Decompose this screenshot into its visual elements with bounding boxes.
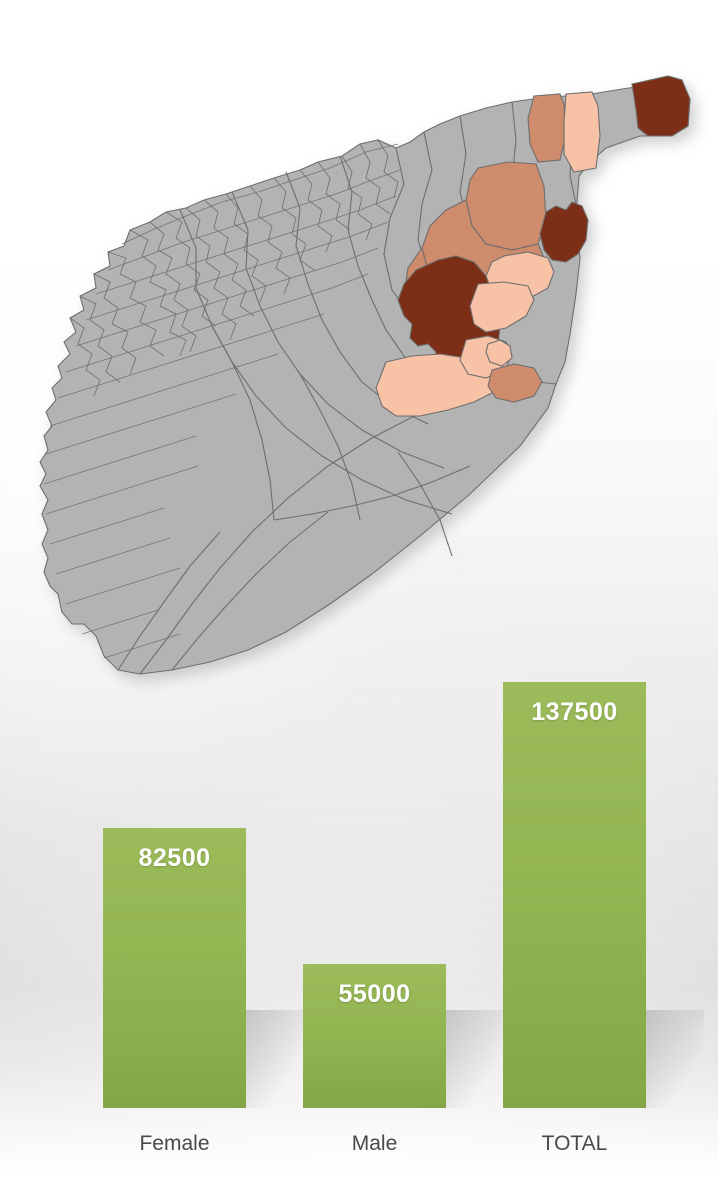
district-highlight-medium-southeast xyxy=(487,363,543,403)
subdistrict-borders-west-cross xyxy=(43,143,401,659)
bar-value-total: 137500 xyxy=(531,698,618,726)
bar-column-male: 55000 Male xyxy=(303,640,504,1179)
bar-label-male: Male xyxy=(351,1132,398,1155)
bar-column-female: 82500 Female xyxy=(103,640,304,1179)
district-highlight-light-north-a xyxy=(563,91,601,173)
bar-female[interactable] xyxy=(103,828,246,1108)
district-highlight-light-sliver xyxy=(485,339,513,367)
subdistrict-borders-west xyxy=(69,139,399,397)
bar-shadow-female xyxy=(246,1010,304,1108)
bar-total[interactable] xyxy=(503,682,646,1108)
country-base-syria xyxy=(39,83,691,675)
district-highlight-dark-ne-corner xyxy=(631,75,691,137)
bar-shadow-total xyxy=(646,1010,704,1108)
map-shape-group xyxy=(39,75,691,675)
bar-male[interactable] xyxy=(303,964,446,1108)
bar-chart: 82500 Female 55000 Male 137500 TOTAL xyxy=(0,640,718,1179)
bar-column-total: 137500 TOTAL xyxy=(503,640,704,1179)
bar-value-female: 82500 xyxy=(138,844,211,872)
syria-map-svg xyxy=(39,75,691,675)
bar-label-total: TOTAL xyxy=(541,1132,608,1155)
bar-shadow-male xyxy=(446,1010,504,1108)
bar-label-female: Female xyxy=(139,1132,210,1155)
map-container xyxy=(0,44,718,704)
bar-value-male: 55000 xyxy=(338,980,411,1008)
district-highlight-light-wedge xyxy=(469,281,535,333)
district-highlight-medium-north-a xyxy=(527,93,567,163)
district-highlight-dark-east xyxy=(539,201,589,263)
